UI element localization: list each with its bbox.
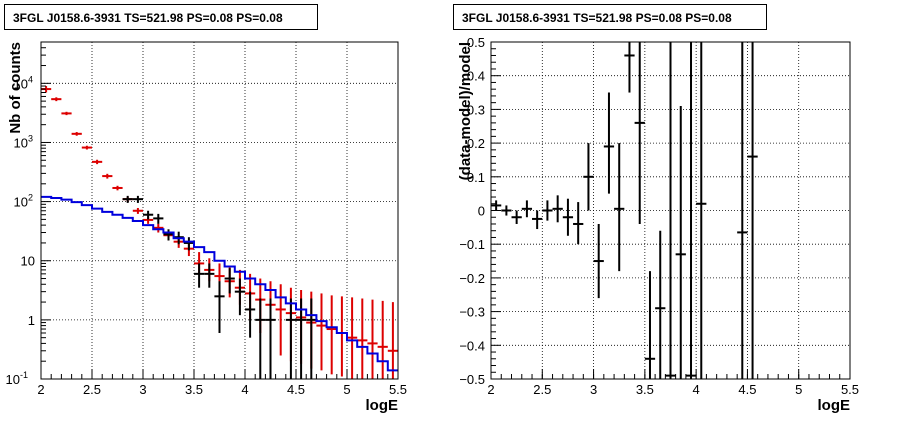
left-x-tick-label: 2.5 <box>83 382 101 397</box>
right-x-tick-label: 3 <box>590 382 597 397</box>
left-x-tick-label: 3.5 <box>185 382 203 397</box>
right-x-tick-label: 4 <box>693 382 700 397</box>
right-plot-title: 3FGL J0158.6-3931 TS=521.98 PS=0.08 PS=0… <box>453 4 767 30</box>
right-y-tick-label: 0.5 <box>467 35 485 50</box>
left-x-tick-label: 2 <box>37 382 44 397</box>
right-x-tick-label: 3.5 <box>636 382 654 397</box>
left-x-tick-label: 3 <box>139 382 146 397</box>
left-x-tick-label: 5.5 <box>389 382 407 397</box>
right-y-tick-label: 0.1 <box>467 170 485 185</box>
left-x-tick-label: 4.5 <box>287 382 305 397</box>
right-y-tick-label: −0.1 <box>459 237 485 252</box>
right-y-tick-label: 0 <box>478 204 485 219</box>
left-y-tick-label: 103 <box>14 133 33 150</box>
left-y-tick-label: 10 <box>21 254 35 269</box>
left-model-step-line <box>41 195 398 372</box>
right-y-axis-title: (data-model)/model <box>457 42 474 180</box>
right-y-tick-label: −0.4 <box>459 338 485 353</box>
left-y-axis-title: Nb of counts <box>7 42 24 134</box>
left-x-axis-title: logE <box>366 397 399 414</box>
right-x-tick-label: 2 <box>487 382 494 397</box>
right-y-tick-label: −0.2 <box>459 271 485 286</box>
right-x-tick-label: 5.5 <box>841 382 859 397</box>
right-x-tick-label: 4.5 <box>738 382 756 397</box>
left-plot-title: 3FGL J0158.6-3931 TS=521.98 PS=0.08 PS=0… <box>4 4 318 30</box>
right-x-axis-title: logE <box>818 397 851 414</box>
right-y-tick-label: −0.5 <box>459 372 485 387</box>
right-x-tick-label: 2.5 <box>533 382 551 397</box>
right-y-tick-label: 0.2 <box>467 136 485 151</box>
right-x-tick-label: 5 <box>795 382 802 397</box>
right-y-tick-label: 0.3 <box>467 102 485 117</box>
right-y-tick-label: 0.4 <box>467 69 485 84</box>
left-y-tick-label: 102 <box>14 193 33 210</box>
left-x-tick-label: 5 <box>343 382 350 397</box>
left-y-tick-label: 1 <box>28 313 35 328</box>
right-y-tick-label: −0.3 <box>459 305 485 320</box>
left-x-tick-label: 4 <box>241 382 248 397</box>
left-y-tick-label: 10-1 <box>6 370 28 387</box>
